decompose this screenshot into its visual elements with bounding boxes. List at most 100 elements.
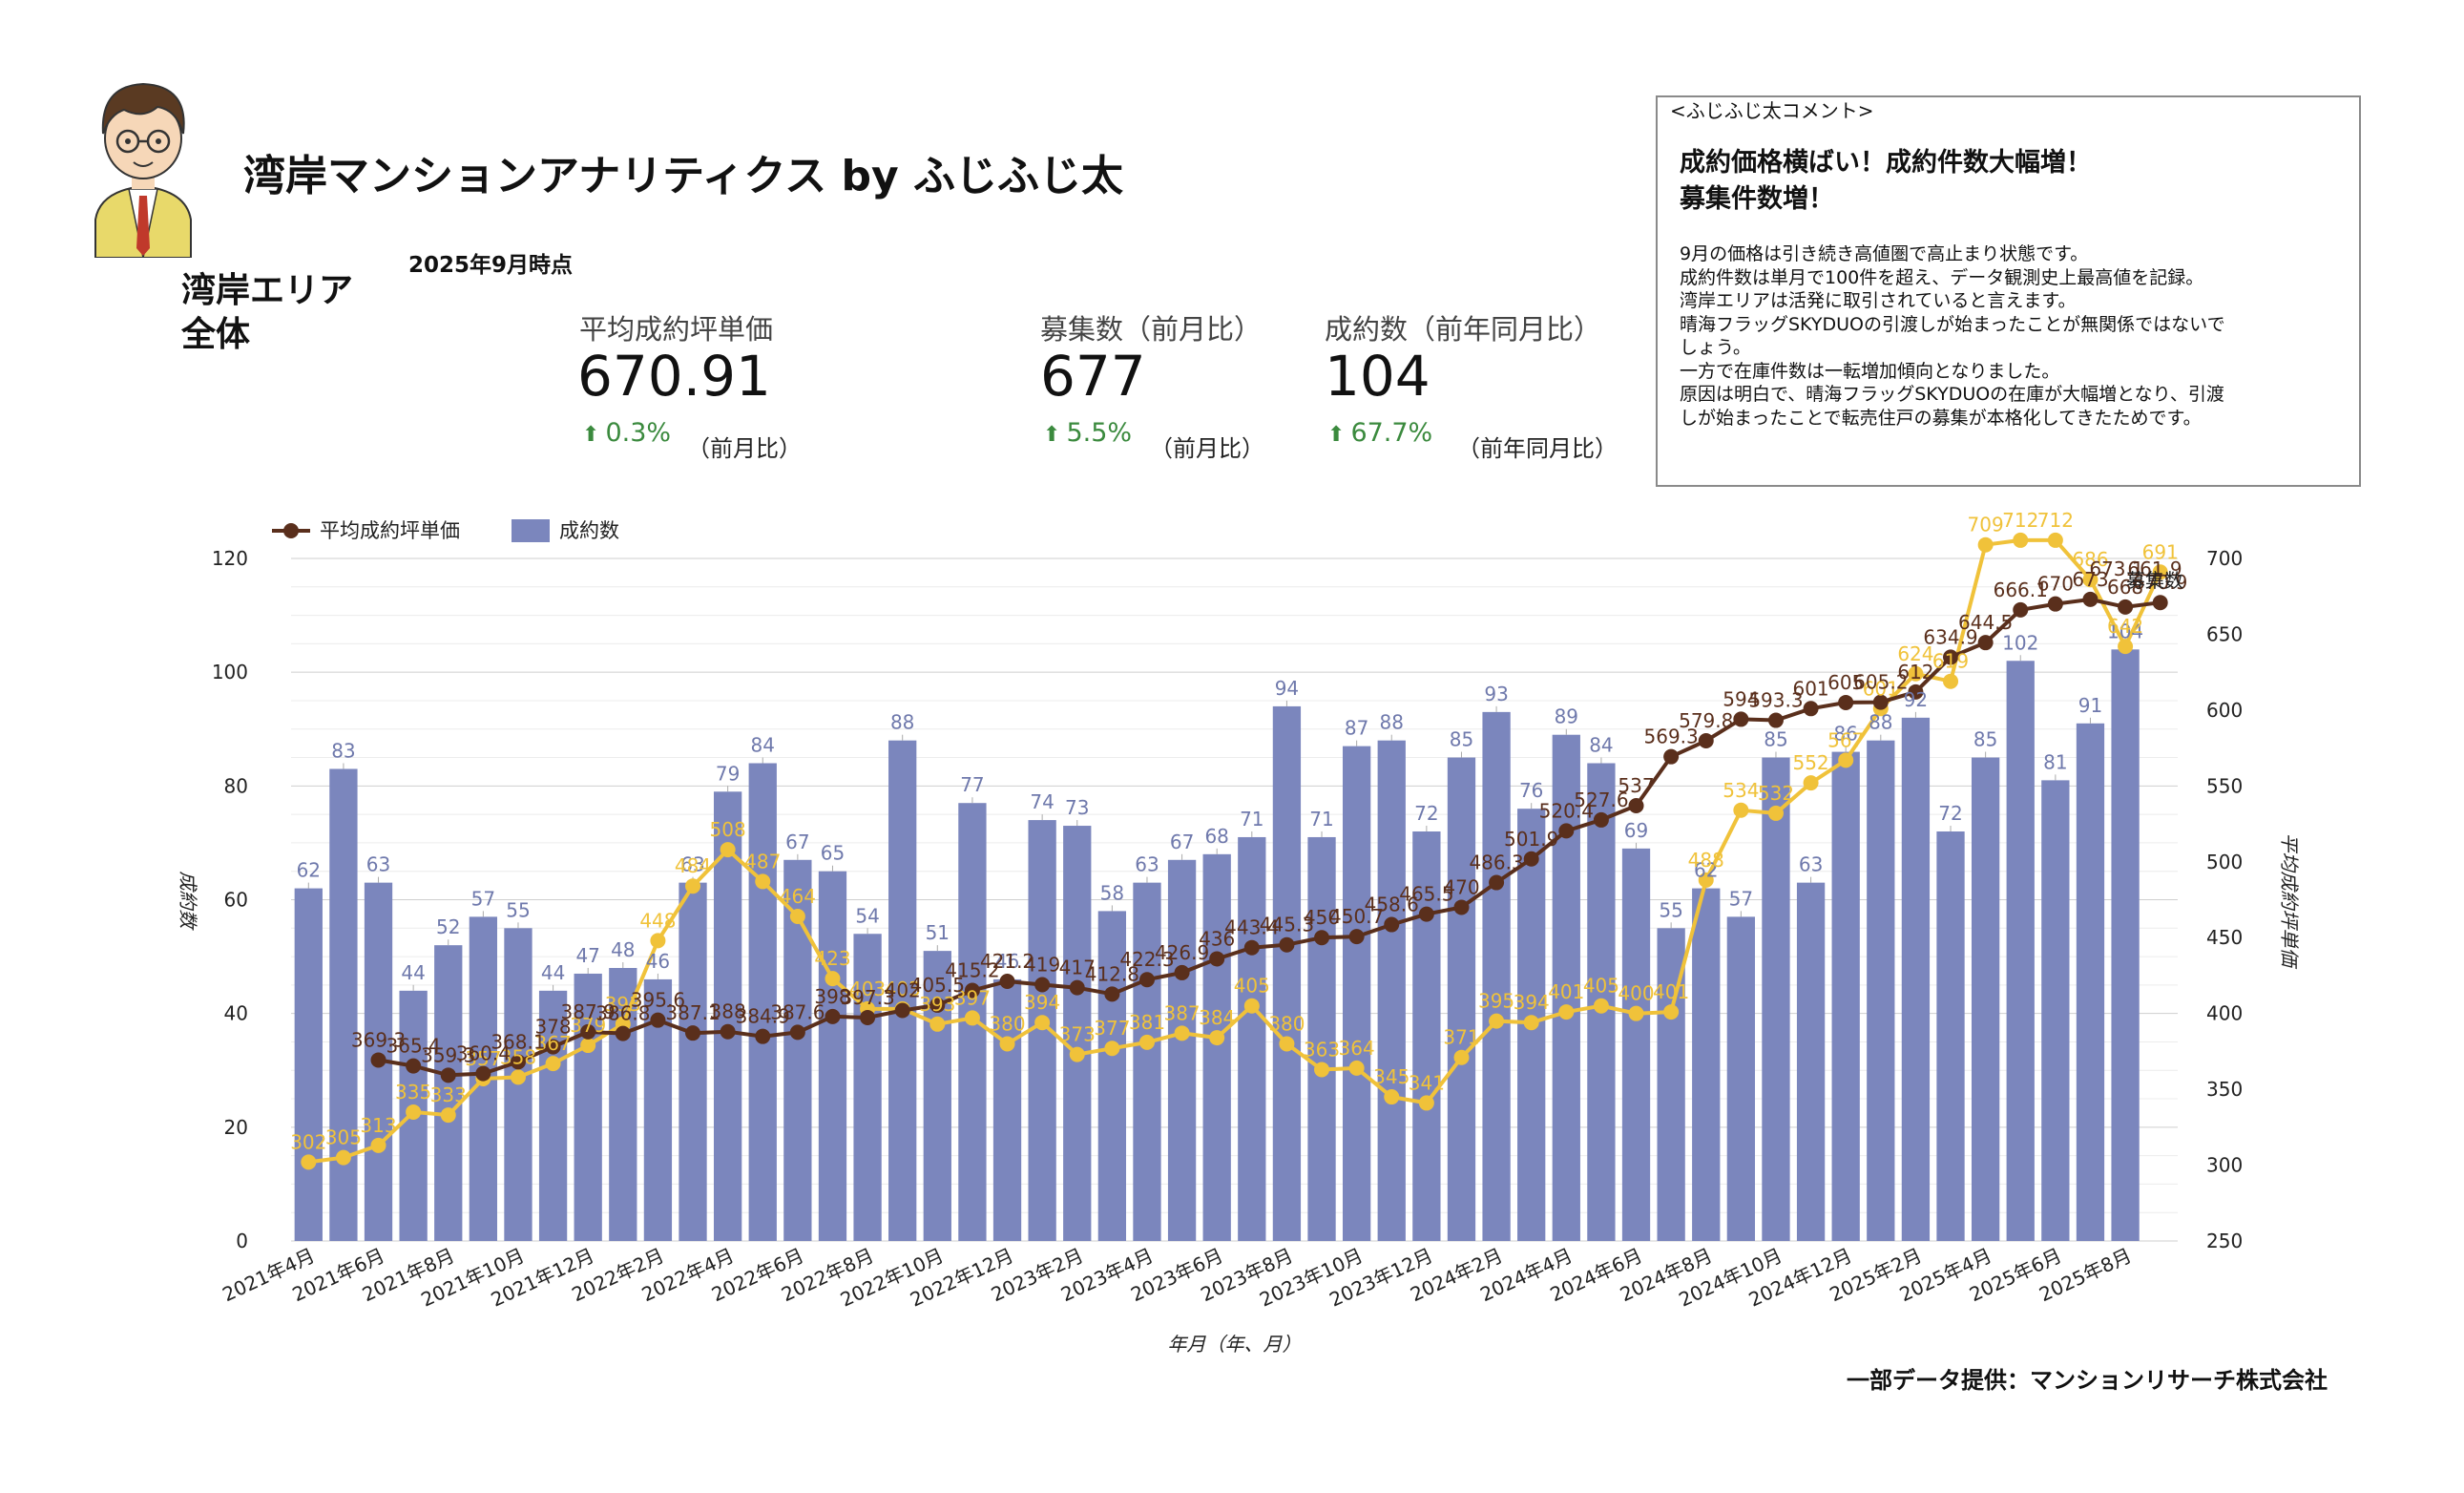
price-point [1698,732,1714,748]
listings-point [1593,998,1609,1014]
price-point [685,1025,701,1041]
listings-value-label: 377 [1094,1017,1130,1040]
listings-point [1558,1004,1575,1020]
listings-value-label: 379 [570,1014,606,1037]
kpi-listings-value: 677 [1040,344,1146,409]
price-point [2118,599,2134,615]
bar-contracts [1762,757,1790,1241]
price-point [1069,979,1085,996]
listings-value-label: 395 [1478,990,1514,1013]
y-right-tick-label: 250 [2206,1230,2243,1252]
listings-value-label: 313 [360,1114,396,1137]
y-right-tick-label: 650 [2206,622,2243,645]
listings-value-label: 401 [1653,980,1689,1003]
price-point [999,973,1015,989]
comment-headline-line1: 成約価格横ばい！成約件数大幅増！ [1680,148,2092,178]
listings-point [1663,1004,1680,1020]
bar-value-label: 86 [1833,723,1857,746]
bar-value-label: 63 [366,853,390,876]
bar-contracts [1482,711,1511,1241]
listings-point [301,1154,317,1170]
listings-point [1767,805,1784,821]
listings-value-label: 567 [1827,728,1864,751]
y-left-tick-label: 60 [224,889,248,912]
bar-value-label: 65 [821,842,845,865]
top-right-overlap-label: 673.1 [2089,557,2143,580]
area-label: 湾岸エリア 全体 [181,269,353,357]
price-point [440,1067,456,1083]
price-value-label: 443.4 [1224,916,1279,939]
price-value-label: 426.9 [1155,941,1209,964]
price-value-label: 579.8 [1679,709,1733,732]
price-value-label: 436 [1199,927,1235,950]
price-value-label: 601 [1792,677,1828,700]
price-value-label: 365.4 [386,1035,441,1058]
price-value-label: 402 [885,978,921,1001]
bar-contracts [538,990,568,1241]
bar-contracts [294,888,323,1241]
bar-value-label: 102 [2002,631,2038,654]
price-value-label: 594 [1723,687,1759,710]
comment-line: 原因は明白で、晴海フラッグSKYDUOの在庫が大幅増となり、引渡 [1680,384,2224,405]
bar-contracts [1342,746,1371,1241]
listings-value-label: 371 [1443,1026,1479,1049]
price-point [1314,930,1330,946]
listings-point [929,1016,946,1032]
bar-value-label: 67 [785,831,809,853]
listings-point [1138,1034,1155,1050]
price-value-label: 388 [710,1000,746,1023]
listings-point [1348,1060,1365,1076]
price-point [1104,986,1120,1002]
price-point [580,1023,596,1040]
y-right-tick-label: 450 [2206,926,2243,949]
listings-point [545,1056,561,1072]
chart-data-labels: 62 83 63 44 52 57 55 44 47 48 46 63 79 84 67 65 54 88 51 77… [290,509,2187,1153]
bar-contracts [888,740,917,1241]
bar-value-label: 67 [1170,831,1194,853]
listings-value-label: 387 [1163,1001,1200,1024]
price-value-label: 465.5 [1399,883,1453,906]
combo-chart: 62 83 63 44 52 57 55 44 47 48 46 63 79 84 67 65 54 88 51 77… [177,509,2301,1356]
bar-value-label: 85 [1450,728,1473,751]
legend-contracts-swatch-icon [512,519,550,542]
listings-value-label: 380 [989,1012,1025,1035]
up-arrow-icon: ⬆ [1043,423,1061,447]
price-point [1977,635,1994,651]
bar-contracts [434,945,463,1241]
listings-value-label: 464 [780,885,816,908]
price-point [1628,797,1644,813]
price-point [1558,823,1575,839]
price-point [406,1058,422,1074]
listings-value-label: 302 [290,1130,326,1153]
price-point [720,1023,736,1040]
bar-value-label: 71 [1309,808,1333,831]
listings-point [1733,802,1749,818]
listings-point [755,873,771,890]
comment-line: しが始まったことで転売住戸の募集が本格化してきたためです。 [1680,407,2202,429]
price-value-label: 369.3 [351,1028,406,1051]
listings-value-label: 335 [395,1081,431,1104]
price-point [1838,694,1854,710]
comment-line: 一方で在庫件数は一転増加傾向となりました。 [1680,360,2060,382]
kpi-price-change-value: 0.3% [605,418,672,448]
listings-point [789,908,805,924]
price-point [1418,906,1434,922]
bar-value-label: 62 [1694,859,1718,882]
price-value-label: 501.9 [1504,828,1558,851]
listings-value-label: 394 [1514,991,1550,1014]
bar-contracts [1272,705,1302,1241]
listings-value-label: 508 [710,818,746,841]
listings-point [1174,1025,1190,1041]
bar-contracts [1377,740,1406,1241]
price-point [2082,591,2099,607]
bar-value-label: 87 [1345,717,1368,740]
price-value-label: 670.9 [2133,571,2187,594]
price-point [650,1012,666,1028]
comment-body: 9月の価格は引き続き高値圏で高止まり状態です。 成約件数は単月で100件を超え、… [1680,242,2348,430]
price-point [1908,683,1924,700]
listings-point [1314,1062,1330,1078]
price-point [1138,972,1155,988]
listings-point [2013,532,2029,548]
bar-value-label: 81 [2043,750,2067,773]
listings-value-label: 373 [1059,1023,1096,1046]
